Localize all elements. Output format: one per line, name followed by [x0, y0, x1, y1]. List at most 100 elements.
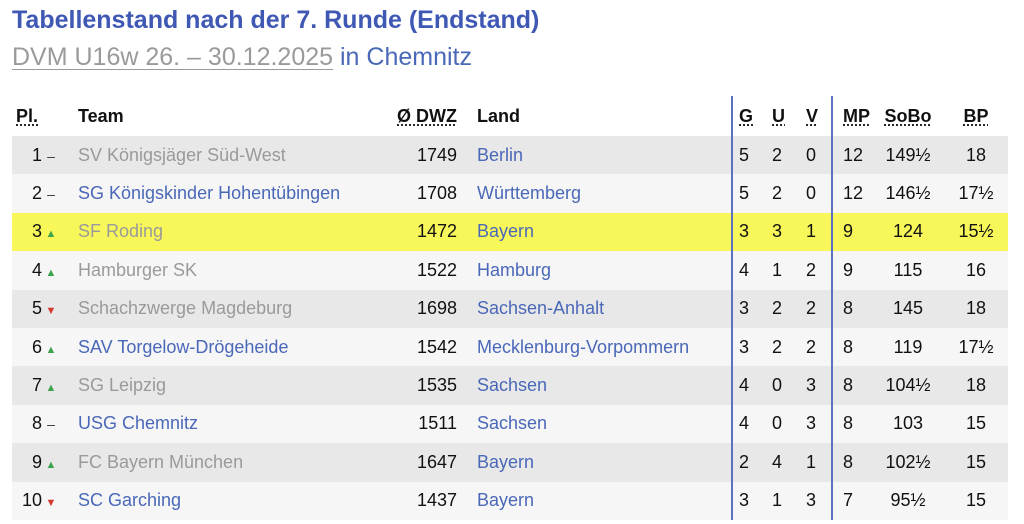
- trend-up-icon: ▲: [45, 266, 57, 279]
- draws-cell: 3: [766, 212, 800, 252]
- col-header-losses[interactable]: V: [800, 96, 833, 136]
- board-points-cell: 15½: [944, 212, 1008, 252]
- losses-cell: 2: [800, 289, 833, 328]
- match-points-cell: 7: [832, 481, 872, 520]
- land-link[interactable]: Hamburg: [467, 251, 732, 290]
- wins-cell: 2: [731, 443, 766, 482]
- draws-cell: 2: [766, 289, 800, 328]
- board-points-cell: 15: [944, 481, 1008, 520]
- dwz-average: 1708: [370, 174, 467, 213]
- place-cell: 5 ▼: [12, 289, 60, 328]
- place-number: 1: [31, 144, 42, 165]
- land-link[interactable]: Mecklenburg-Vorpommern: [467, 327, 732, 367]
- sobo-cell: 103: [872, 404, 944, 444]
- place-cell: 6 ▲: [12, 327, 60, 367]
- col-header-wins[interactable]: G: [731, 96, 766, 136]
- page-subtitle: DVM U16w 26. – 30.12.2025 in Chemnitz: [12, 43, 472, 72]
- col-header-land: Land: [477, 105, 520, 126]
- place-number: 10: [21, 490, 42, 511]
- wins-cell: 5: [731, 174, 766, 213]
- team-name[interactable]: SAV Torgelow-Drögeheide: [60, 327, 370, 367]
- match-points-cell: 8: [832, 289, 872, 328]
- sobo-cell: 95½: [872, 481, 944, 520]
- wins-cell: 4: [731, 366, 766, 405]
- team-name[interactable]: USG Chemnitz: [60, 404, 370, 444]
- losses-cell: 2: [800, 327, 833, 367]
- table-row: 5 ▼ Schachzwerge Magdeburg 1698 Sachsen-Anha…: [12, 289, 1008, 328]
- board-points-cell: 18: [944, 289, 1008, 328]
- table-row: 2– SG Königskinder Hohentübingen 1708 Württ…: [12, 174, 1008, 213]
- board-points-cell: 18: [944, 136, 1008, 175]
- land-link[interactable]: Berlin: [467, 136, 732, 175]
- match-points-cell: 8: [832, 404, 872, 444]
- match-points-cell: 12: [832, 136, 872, 175]
- team-name[interactable]: SG Leipzig: [60, 366, 370, 405]
- place-cell: 7 ▲: [12, 366, 60, 405]
- trend-up-icon: ▲: [45, 343, 57, 356]
- place-cell: 1–: [12, 136, 60, 175]
- col-header-place[interactable]: Pl.: [16, 105, 39, 126]
- trend-same-icon: –: [47, 147, 55, 164]
- wins-cell: 5: [731, 136, 766, 175]
- match-points-cell: 8: [832, 327, 872, 367]
- table-row: 9 ▲ FC Bayern München 1647 Bayern 2 4 1 8 102½ 15: [12, 443, 1008, 482]
- event-link[interactable]: DVM U16w 26. – 30.12.2025: [12, 43, 334, 71]
- sobo-cell: 102½: [872, 443, 944, 482]
- team-name[interactable]: SF Roding: [60, 212, 370, 252]
- land-link[interactable]: Sachsen: [467, 404, 732, 444]
- wins-cell: 4: [731, 251, 766, 290]
- team-name[interactable]: Hamburger SK: [60, 251, 370, 290]
- losses-cell: 3: [800, 481, 833, 520]
- col-header-sobo[interactable]: SoBo: [884, 105, 932, 126]
- team-name[interactable]: SG Königskinder Hohentübingen: [60, 174, 370, 213]
- place-number: 6: [31, 336, 42, 357]
- team-name[interactable]: Schachzwerge Magdeburg: [60, 289, 370, 328]
- table-row: 4 ▲ Hamburger SK 1522 Hamburg 4 1 2 9 115 16: [12, 251, 1008, 290]
- col-header-dwz[interactable]: Ø DWZ: [397, 105, 457, 126]
- land-link[interactable]: Bayern: [467, 212, 732, 252]
- dwz-average: 1437: [370, 481, 467, 520]
- table-row: 10 ▼ SC Garching 1437 Bayern 3 1 3 7 95½ 15: [12, 481, 1008, 520]
- table-row: 1– SV Königsjäger Süd-West 1749 Berlin 5 2 0 12…: [12, 136, 1008, 175]
- col-header-draws[interactable]: U: [772, 105, 785, 126]
- page-title: Tabellenstand nach der 7. Runde (Endstan…: [12, 6, 540, 34]
- team-name[interactable]: SV Königsjäger Süd-West: [60, 136, 370, 175]
- board-points-cell: 17½: [944, 327, 1008, 367]
- wins-cell: 3: [731, 481, 766, 520]
- land-link[interactable]: Württemberg: [467, 174, 732, 213]
- place-cell: 2–: [12, 174, 60, 213]
- draws-cell: 1: [766, 251, 800, 290]
- table-row: 8– USG Chemnitz 1511 Sachsen 4 0 3 8 103 15: [12, 404, 1008, 444]
- place-number: 9: [31, 451, 42, 472]
- team-name[interactable]: SC Garching: [60, 481, 370, 520]
- trend-down-icon: ▼: [45, 497, 57, 510]
- dwz-average: 1542: [370, 327, 467, 367]
- draws-cell: 2: [766, 174, 800, 213]
- board-points-cell: 15: [944, 443, 1008, 482]
- col-header-board-points[interactable]: BP: [963, 105, 989, 126]
- team-name[interactable]: FC Bayern München: [60, 443, 370, 482]
- place-cell: 8–: [12, 404, 60, 444]
- place-cell: 9 ▲: [12, 443, 60, 482]
- draws-cell: 1: [766, 481, 800, 520]
- board-points-cell: 17½: [944, 174, 1008, 213]
- sobo-cell: 145: [872, 289, 944, 328]
- wins-cell: 3: [731, 212, 766, 252]
- dwz-average: 1535: [370, 366, 467, 405]
- land-link[interactable]: Bayern: [467, 443, 732, 482]
- draws-cell: 0: [766, 404, 800, 444]
- wins-cell: 4: [731, 404, 766, 444]
- dwz-average: 1472: [370, 212, 467, 252]
- board-points-cell: 15: [944, 404, 1008, 444]
- sobo-cell: 124: [872, 212, 944, 252]
- match-points-cell: 12: [832, 174, 872, 213]
- land-link[interactable]: Sachsen: [467, 366, 732, 405]
- land-link[interactable]: Sachsen-Anhalt: [467, 289, 732, 328]
- table-row: 7 ▲ SG Leipzig 1535 Sachsen 4 0 3 8 104½ 18: [12, 366, 1008, 405]
- match-points-cell: 8: [832, 443, 872, 482]
- col-header-match-points[interactable]: MP: [843, 105, 870, 126]
- trend-up-icon: ▲: [45, 228, 57, 241]
- location-text: in Chemnitz: [333, 43, 472, 71]
- trend-up-icon: ▲: [45, 458, 57, 471]
- land-link[interactable]: Bayern: [467, 481, 732, 520]
